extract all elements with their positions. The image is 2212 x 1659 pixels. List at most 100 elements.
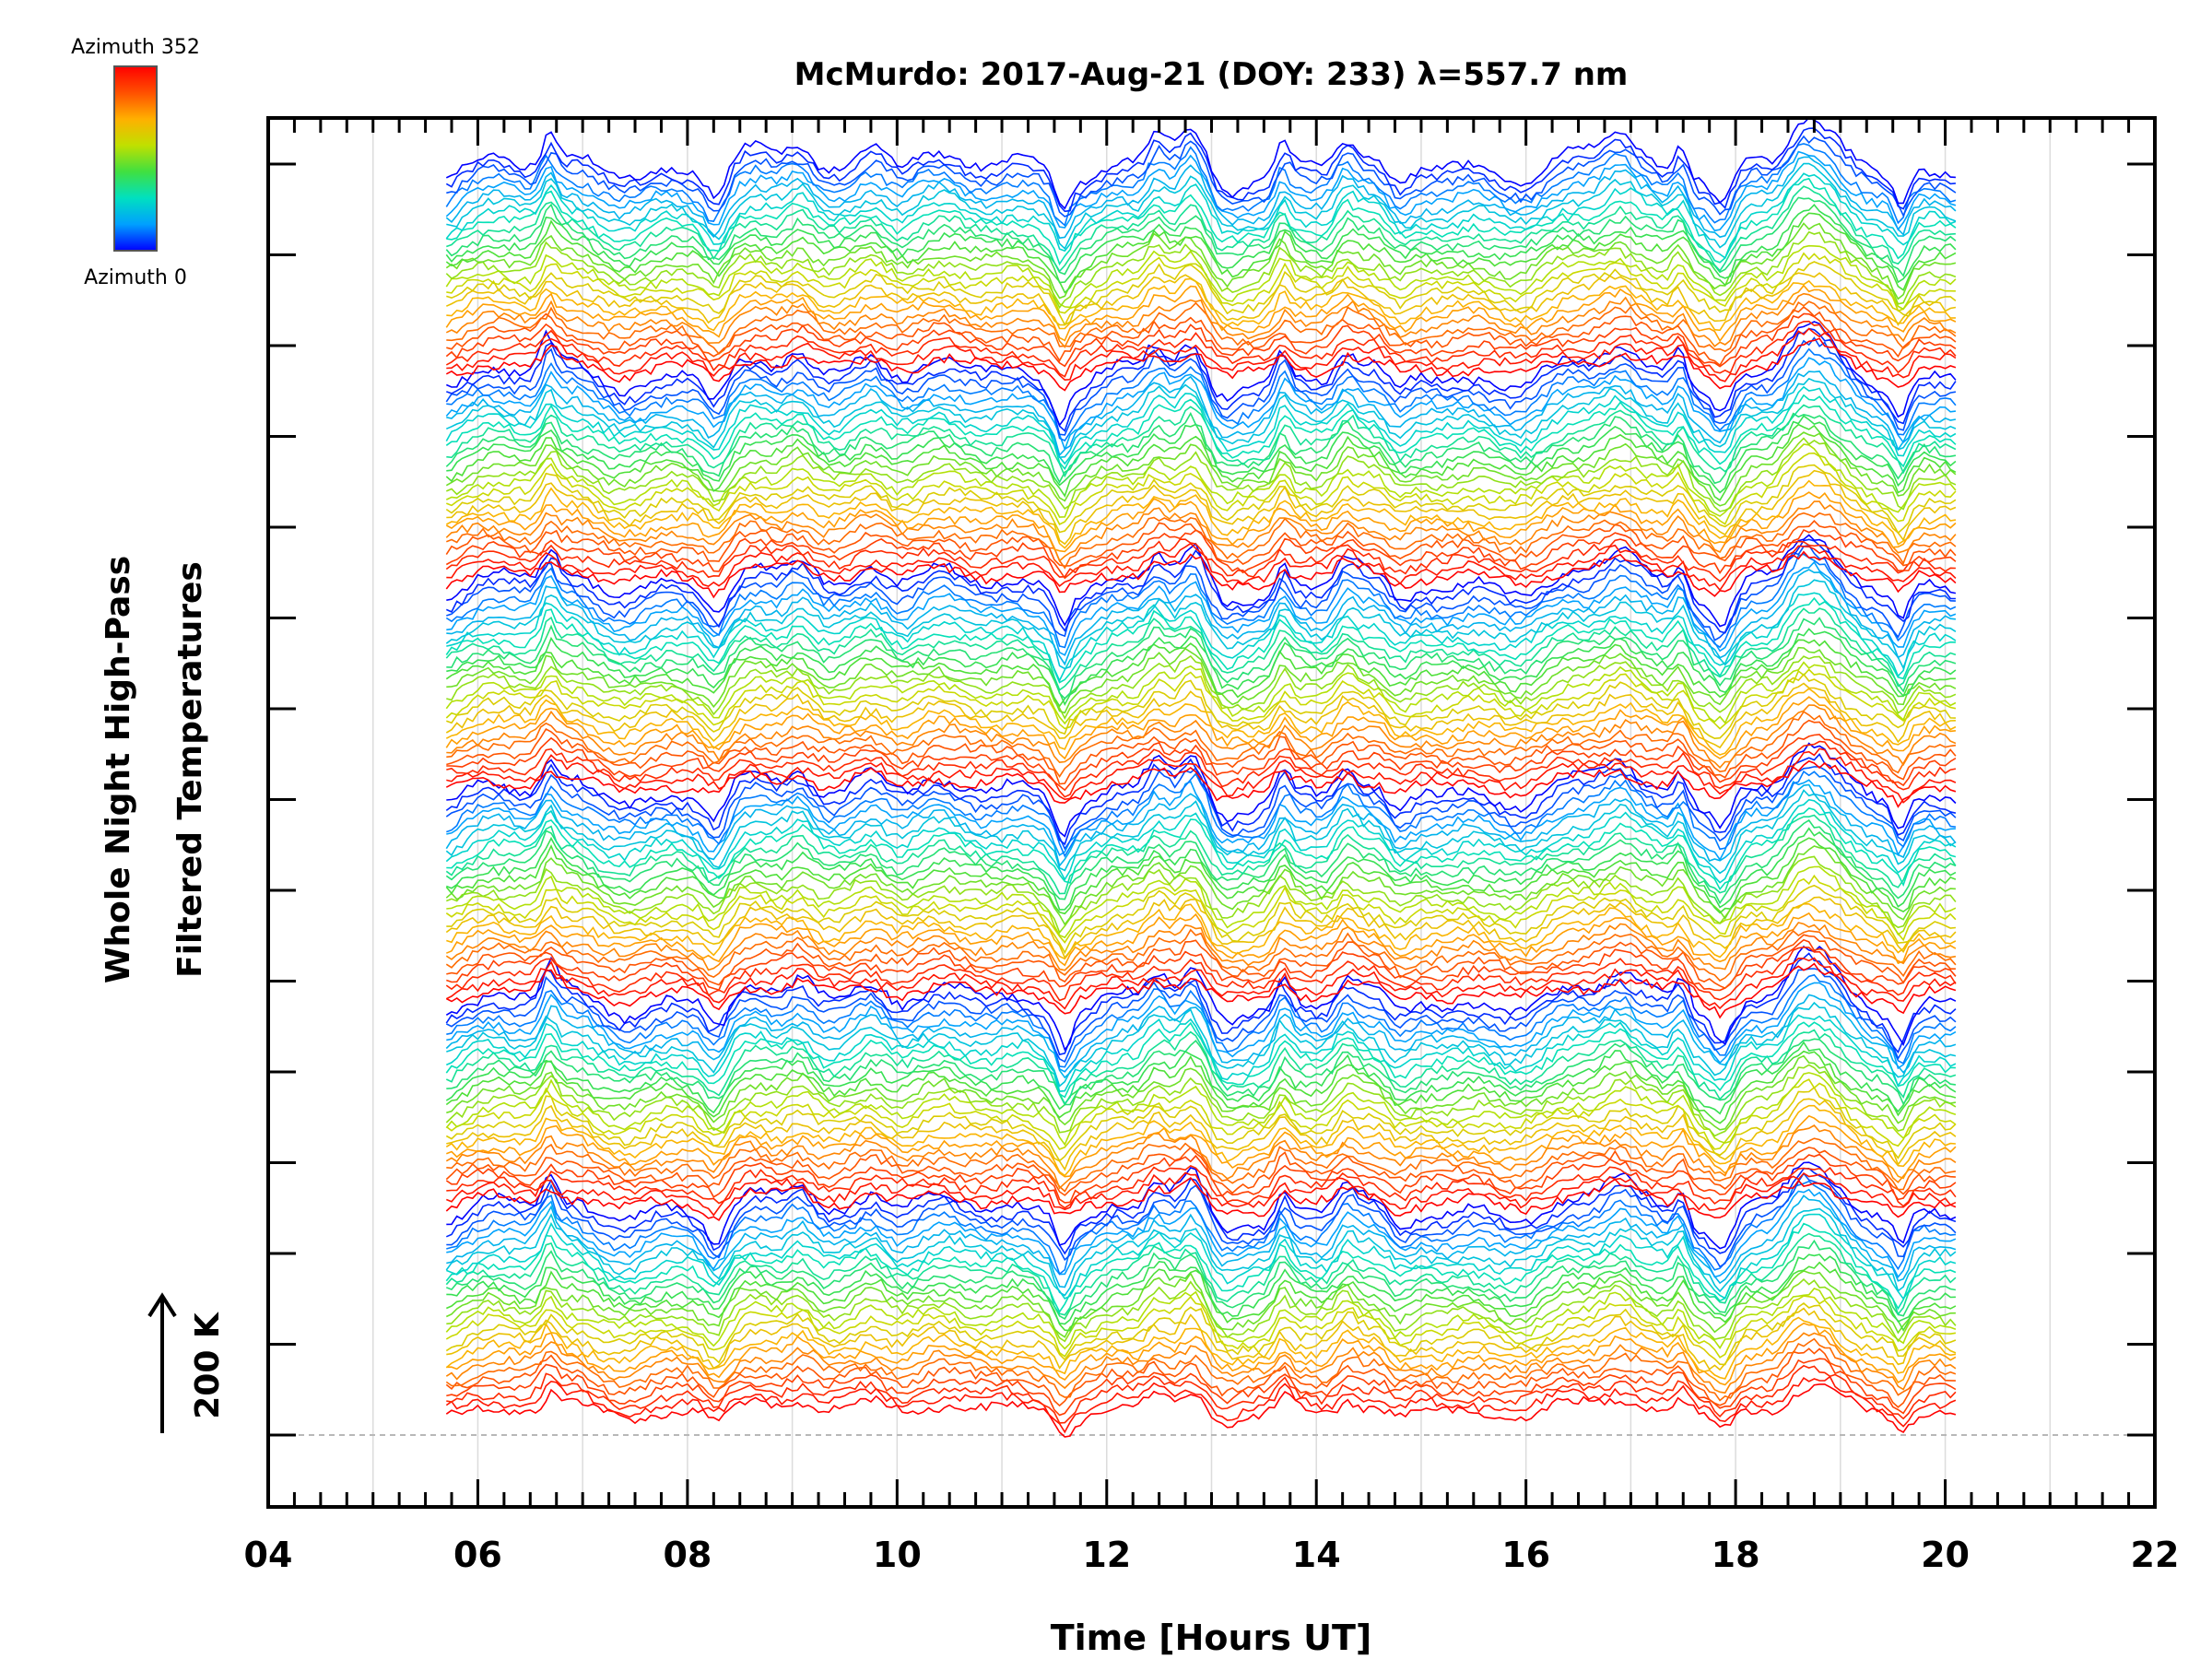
trace-line bbox=[445, 896, 1957, 959]
trace-line bbox=[445, 357, 1956, 451]
trace-line bbox=[445, 1288, 1957, 1350]
trace-line bbox=[445, 596, 1956, 684]
trace-line bbox=[445, 377, 1957, 459]
trace-line bbox=[446, 934, 1956, 990]
trace-line bbox=[446, 1114, 1957, 1180]
trace-line bbox=[445, 928, 1957, 982]
x-tick-label: 08 bbox=[663, 1535, 712, 1575]
trace-line bbox=[446, 544, 1956, 641]
trace-line bbox=[446, 646, 1957, 714]
trace-line bbox=[445, 1301, 1957, 1366]
trace-line bbox=[445, 1337, 1957, 1402]
x-tick-label: 20 bbox=[1921, 1535, 1970, 1575]
trace-line bbox=[445, 292, 1957, 348]
trace-line bbox=[445, 272, 1957, 326]
trace-line bbox=[446, 740, 1957, 798]
x-tick-label: 04 bbox=[244, 1535, 293, 1575]
trace-line bbox=[446, 371, 1957, 457]
trace-line bbox=[445, 1072, 1957, 1147]
trace-line bbox=[445, 550, 1957, 599]
trace-line bbox=[445, 759, 1957, 808]
trace-line bbox=[446, 177, 1957, 266]
trace-line bbox=[445, 798, 1957, 884]
trace-line bbox=[446, 1253, 1956, 1325]
trace-line bbox=[446, 469, 1957, 546]
trace-line bbox=[445, 696, 1956, 760]
trace-line bbox=[445, 156, 1957, 240]
trace-line bbox=[446, 982, 1957, 1073]
trace-line bbox=[445, 116, 1956, 210]
trace-line bbox=[445, 922, 1957, 971]
scale-label: 200 K bbox=[189, 1312, 227, 1419]
trace-line bbox=[446, 347, 1957, 442]
trace-line bbox=[445, 1029, 1957, 1105]
trace-line bbox=[445, 196, 1957, 277]
trace-line bbox=[445, 127, 1956, 213]
trace-line bbox=[446, 1278, 1957, 1343]
trace-line bbox=[445, 520, 1957, 567]
trace-line bbox=[445, 946, 1957, 1002]
trace-line bbox=[445, 1167, 1957, 1255]
trace-line bbox=[445, 1295, 1957, 1359]
trace-line bbox=[446, 654, 1957, 721]
trace-line bbox=[446, 628, 1957, 707]
trace-line bbox=[445, 789, 1957, 875]
scale-arrow bbox=[147, 1292, 177, 1433]
trace-line bbox=[445, 1177, 1957, 1222]
trace-line bbox=[446, 711, 1956, 778]
trace-line bbox=[445, 579, 1957, 670]
trace-line bbox=[445, 464, 1957, 535]
trace-line bbox=[446, 1171, 1957, 1217]
trace-line bbox=[445, 962, 1957, 1019]
trace-line bbox=[446, 252, 1956, 314]
trace-line bbox=[445, 682, 1956, 749]
trace-line bbox=[445, 1207, 1957, 1297]
trace-line bbox=[445, 1021, 1956, 1099]
trace-line bbox=[446, 560, 1957, 656]
trace-line bbox=[446, 542, 1957, 592]
trace-line bbox=[445, 394, 1957, 471]
chart-title: McMurdo: 2017-Aug-21 (DOY: 233) λ=557.7 … bbox=[794, 56, 1629, 93]
trace-line bbox=[446, 1194, 1957, 1288]
trace-line bbox=[445, 661, 1957, 725]
y-axis-label-line2: Filtered Temperatures bbox=[171, 561, 209, 978]
trace-line bbox=[445, 874, 1957, 944]
x-axis-label: Time [Hours UT] bbox=[1051, 1618, 1372, 1658]
trace-line bbox=[446, 404, 1957, 478]
trace-line bbox=[445, 411, 1957, 485]
trace-line bbox=[445, 1270, 1956, 1338]
trace-line bbox=[445, 204, 1957, 284]
trace-line bbox=[446, 1180, 1956, 1276]
trace-line bbox=[445, 336, 1957, 436]
trace-line bbox=[446, 747, 1957, 804]
trace-line bbox=[446, 1213, 1957, 1300]
colorbar-top-label: Azimuth 352 bbox=[71, 36, 200, 59]
trace-line bbox=[445, 1086, 1957, 1162]
trace-line bbox=[445, 1347, 1956, 1408]
trace-line bbox=[445, 244, 1957, 311]
trace-line bbox=[446, 827, 1957, 911]
x-tick-label: 16 bbox=[1501, 1535, 1550, 1575]
trace-line bbox=[446, 902, 1957, 960]
trace-line bbox=[446, 734, 1957, 792]
trace-line bbox=[445, 1050, 1957, 1124]
trace-line bbox=[446, 1038, 1956, 1106]
trace-line bbox=[446, 261, 1957, 326]
trace-line bbox=[445, 385, 1957, 465]
trace-line bbox=[446, 277, 1956, 332]
x-tick-label: 12 bbox=[1082, 1535, 1131, 1575]
trace-line bbox=[445, 912, 1957, 967]
trace-line bbox=[446, 327, 1957, 432]
trace-line bbox=[445, 766, 1957, 851]
trace-line bbox=[445, 952, 1957, 1056]
trace-line bbox=[445, 443, 1957, 518]
trace-line bbox=[446, 770, 1956, 858]
trace-line bbox=[445, 1014, 1957, 1092]
trace-line bbox=[446, 1239, 1957, 1320]
trace-line bbox=[446, 779, 1956, 862]
trace-line bbox=[446, 1054, 1957, 1131]
trace-line bbox=[446, 1358, 1957, 1417]
x-tick-label: 18 bbox=[1712, 1535, 1760, 1575]
trace-line bbox=[445, 431, 1957, 507]
trace-line bbox=[445, 1316, 1957, 1380]
